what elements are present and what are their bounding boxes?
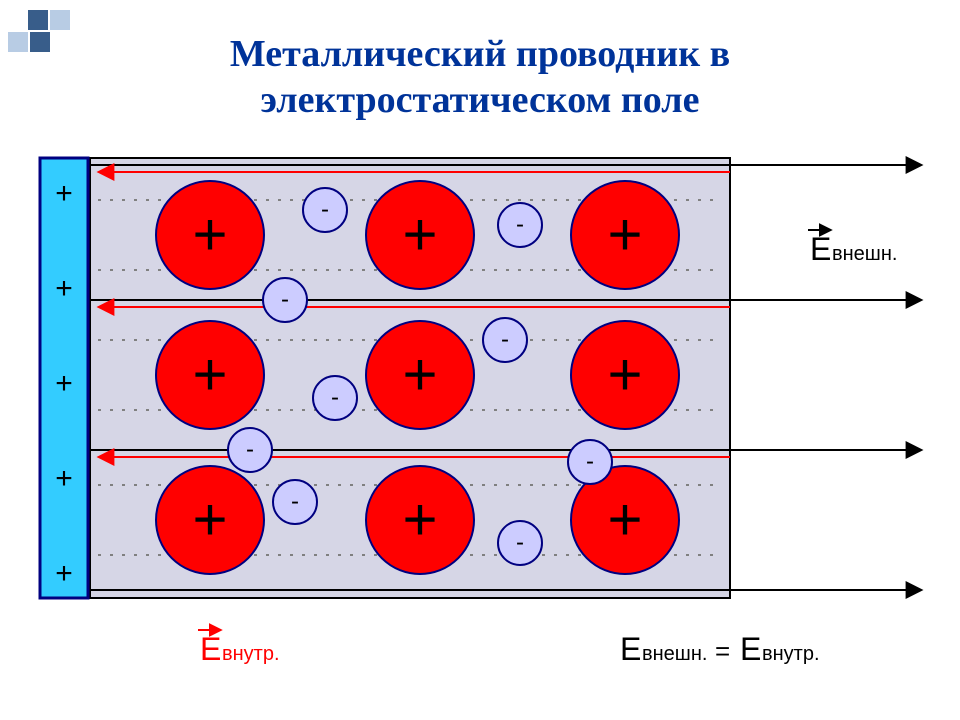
eq-E-int: Е	[740, 631, 761, 667]
ion-plus-label: +	[607, 341, 642, 408]
ion-plus-label: +	[192, 341, 227, 408]
electron-minus-label: -	[281, 286, 289, 313]
deco-square	[50, 10, 70, 30]
field-label-E: Е	[810, 231, 831, 267]
ion-plus-label: +	[402, 341, 437, 408]
electron-minus-label: -	[501, 326, 509, 353]
eq-equals: =	[715, 636, 730, 666]
field-label-sub: внешн.	[832, 243, 897, 265]
electron-minus-label: -	[586, 448, 594, 475]
eq-sub-int: внутр.	[762, 643, 820, 665]
title-line-2: электростатическом поле	[261, 79, 700, 121]
deco-square	[28, 10, 48, 30]
ion-plus-label: +	[402, 486, 437, 553]
eq-sub-ext: внешн.	[642, 643, 707, 665]
title-line-1: Металлический проводник в	[230, 33, 730, 75]
ion-plus-label: +	[192, 201, 227, 268]
conductor-diagram: +++++++++ --------- +++++ Евнешн.Евнутр.…	[20, 150, 940, 690]
plate-plus-label: +	[55, 272, 73, 305]
electron-minus-label: -	[246, 436, 254, 463]
plate-plus-label: +	[55, 462, 73, 495]
field-label-E: Е	[200, 631, 221, 667]
ion-plus-label: +	[607, 486, 642, 553]
plate-plus-label: +	[55, 557, 73, 590]
eq-E-ext: Е	[620, 631, 641, 667]
ion-plus-label: +	[607, 201, 642, 268]
electron-minus-label: -	[321, 196, 329, 223]
electron-minus-label: -	[516, 529, 524, 556]
electron-minus-label: -	[516, 211, 524, 238]
electron-minus-label: -	[331, 384, 339, 411]
plate-plus-label: +	[55, 177, 73, 210]
field-label-sub: внутр.	[222, 643, 280, 665]
ion-plus-label: +	[192, 486, 227, 553]
ion-plus-label: +	[402, 201, 437, 268]
slide-title: Металлический проводник в электростатиче…	[0, 32, 960, 123]
electron-minus-label: -	[291, 488, 299, 515]
plate-plus-label: +	[55, 367, 73, 400]
